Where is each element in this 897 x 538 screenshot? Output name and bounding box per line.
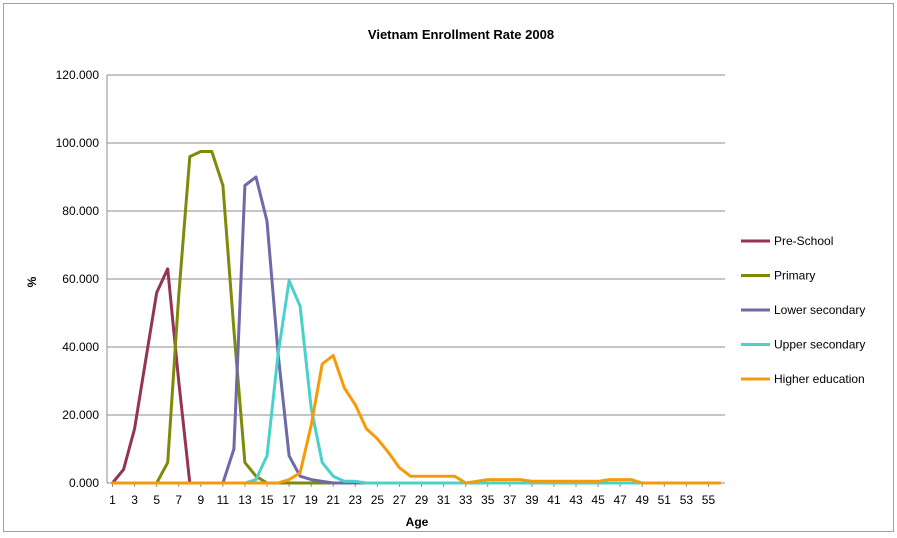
x-tick-label: 37 xyxy=(503,493,517,507)
x-tick-label: 43 xyxy=(569,493,583,507)
x-tick-label: 17 xyxy=(282,493,296,507)
x-tick-label: 21 xyxy=(327,493,341,507)
series-line-lower-secondary xyxy=(111,175,721,485)
series-line-higher-education xyxy=(111,354,721,485)
x-tick-label: 27 xyxy=(393,493,407,507)
x-tick-label: 49 xyxy=(636,493,650,507)
y-tick-label: 0.000 xyxy=(69,476,99,490)
x-tick-label: 35 xyxy=(481,493,495,507)
y-axis-label: % xyxy=(25,276,39,287)
gridlines xyxy=(107,74,725,416)
y-tick-label: 80.000 xyxy=(62,204,99,218)
y-tick-label: 100.000 xyxy=(56,136,100,150)
x-tick-label: 13 xyxy=(238,493,252,507)
series-lines xyxy=(111,150,721,485)
series-line-upper-secondary xyxy=(111,279,721,485)
x-tick-label: 39 xyxy=(525,493,539,507)
x-axis-label: Age xyxy=(406,515,429,529)
x-tick-label: 19 xyxy=(304,493,318,507)
x-tick-label: 11 xyxy=(217,493,230,507)
x-tick-label: 53 xyxy=(680,493,694,507)
x-tick-label: 47 xyxy=(613,493,627,507)
x-tick-label: 41 xyxy=(547,493,561,507)
x-tick-label: 23 xyxy=(349,493,363,507)
x-tick-label: 7 xyxy=(175,493,182,507)
series-line-primary xyxy=(111,150,721,485)
x-tick-label: 9 xyxy=(197,493,204,507)
x-tick-label: 5 xyxy=(153,493,160,507)
x-tick-label: 25 xyxy=(371,493,385,507)
legend-label: Higher education xyxy=(774,372,865,386)
y-tick-label: 120.000 xyxy=(56,68,100,82)
legend-label: Lower secondary xyxy=(774,303,865,317)
chart-title: Vietnam Enrollment Rate 2008 xyxy=(368,27,554,42)
legend: Pre-School Primary Lower secondary Upper se… xyxy=(741,234,865,386)
y-tick-label: 40.000 xyxy=(62,340,99,354)
x-tick-label: 33 xyxy=(459,493,473,507)
x-tick-label: 51 xyxy=(658,493,672,507)
y-tick-labels: 0.000 20.000 40.000 60.000 80.000 100.000 120.… xyxy=(56,68,100,490)
legend-label: Upper secondary xyxy=(774,338,865,352)
x-tick-label: 45 xyxy=(591,493,605,507)
enrollment-line-chart: Vietnam Enrollment Rate 2008 0.000 20.000… xyxy=(25,27,865,529)
x-tick-labels: 1 3 5 7 9 11 13 15 17 19 21 23 25 27 29 31 33 35 37 39 41 43 4… xyxy=(109,483,715,507)
chart-frame: Vietnam Enrollment Rate 2008 0.000 20.000… xyxy=(3,3,894,532)
y-tick-label: 20.000 xyxy=(62,408,99,422)
x-tick-label: 29 xyxy=(415,493,429,507)
series-line-pre-school xyxy=(111,267,721,485)
legend-label: Primary xyxy=(774,269,815,283)
x-tick-label: 3 xyxy=(131,493,138,507)
y-tick-label: 60.000 xyxy=(62,272,99,286)
x-tick-label: 31 xyxy=(437,493,451,507)
legend-label: Pre-School xyxy=(774,234,833,248)
x-tick-label: 55 xyxy=(702,493,716,507)
x-tick-label: 15 xyxy=(260,493,274,507)
x-tick-label: 1 xyxy=(109,493,116,507)
